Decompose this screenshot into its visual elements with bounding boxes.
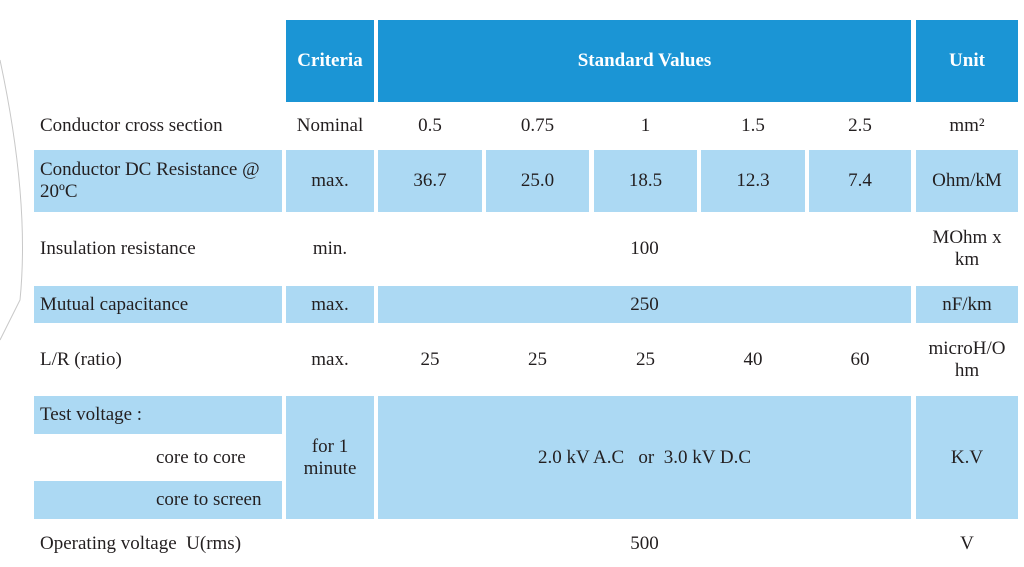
value-cell: 25 (636, 348, 655, 370)
value-cell: 500 (630, 533, 659, 554)
unit-cell: nF/km (916, 286, 1018, 323)
criteria-cell: for 1 minute (286, 396, 374, 519)
criteria-cell: min. (312, 238, 348, 259)
unit-cell: K.V (916, 396, 1018, 519)
unit-cell: mm² (949, 115, 985, 136)
unit-cell: Ohm/kM (916, 150, 1018, 212)
unit-cell: microH/Ohm (928, 337, 1006, 381)
value-cell: 25 (528, 348, 547, 370)
decoration (0, 59, 23, 341)
criteria-cell: Nominal (296, 115, 364, 136)
value-cell: 7.4 (809, 150, 911, 212)
row-label: Insulation resistance (40, 238, 196, 259)
row-label: Test voltage : (34, 396, 282, 434)
unit-cell: V (960, 533, 974, 554)
row-label: Conductor cross section (40, 115, 223, 136)
value-cell: 0.5 (418, 115, 442, 136)
row-label: Conductor DC Resistance @ 20ºC (34, 150, 282, 212)
header-cell: Standard Values (378, 20, 911, 102)
value-cell: 25.0 (486, 150, 589, 212)
criteria-cell: max. (286, 150, 374, 212)
header-cell: Unit (916, 20, 1018, 102)
row-label: Operating voltage U(rms) (40, 533, 242, 554)
criteria-cell: max. (286, 286, 374, 323)
unit-cell: MOhm x km (932, 227, 1007, 270)
row-sublabel: core to core (156, 446, 246, 468)
value-cell: 250 (378, 286, 911, 323)
value-cell: 36.7 (378, 150, 482, 212)
value-cell: 2.0 kV A.C or 3.0 kV D.C (378, 396, 911, 519)
header-cell: Criteria (286, 20, 374, 102)
value-cell: 1 (640, 115, 651, 136)
value-cell: 0.75 (520, 115, 555, 136)
value-cell: 12.3 (701, 150, 805, 212)
value-cell: 2.5 (848, 115, 872, 136)
criteria-cell (286, 523, 374, 565)
row-label: Mutual capacitance (34, 286, 282, 323)
value-cell: 100 (630, 238, 659, 259)
value-cell: 1.5 (741, 115, 765, 136)
value-cell: 40 (743, 348, 763, 370)
row-sublabel: core to screen (34, 481, 282, 519)
value-cell: 25 (420, 348, 440, 370)
value-cell: 18.5 (594, 150, 697, 212)
value-cell: 60 (850, 348, 870, 370)
criteria-cell: max. (311, 348, 349, 370)
row-label: L/R (ratio) (40, 348, 122, 370)
